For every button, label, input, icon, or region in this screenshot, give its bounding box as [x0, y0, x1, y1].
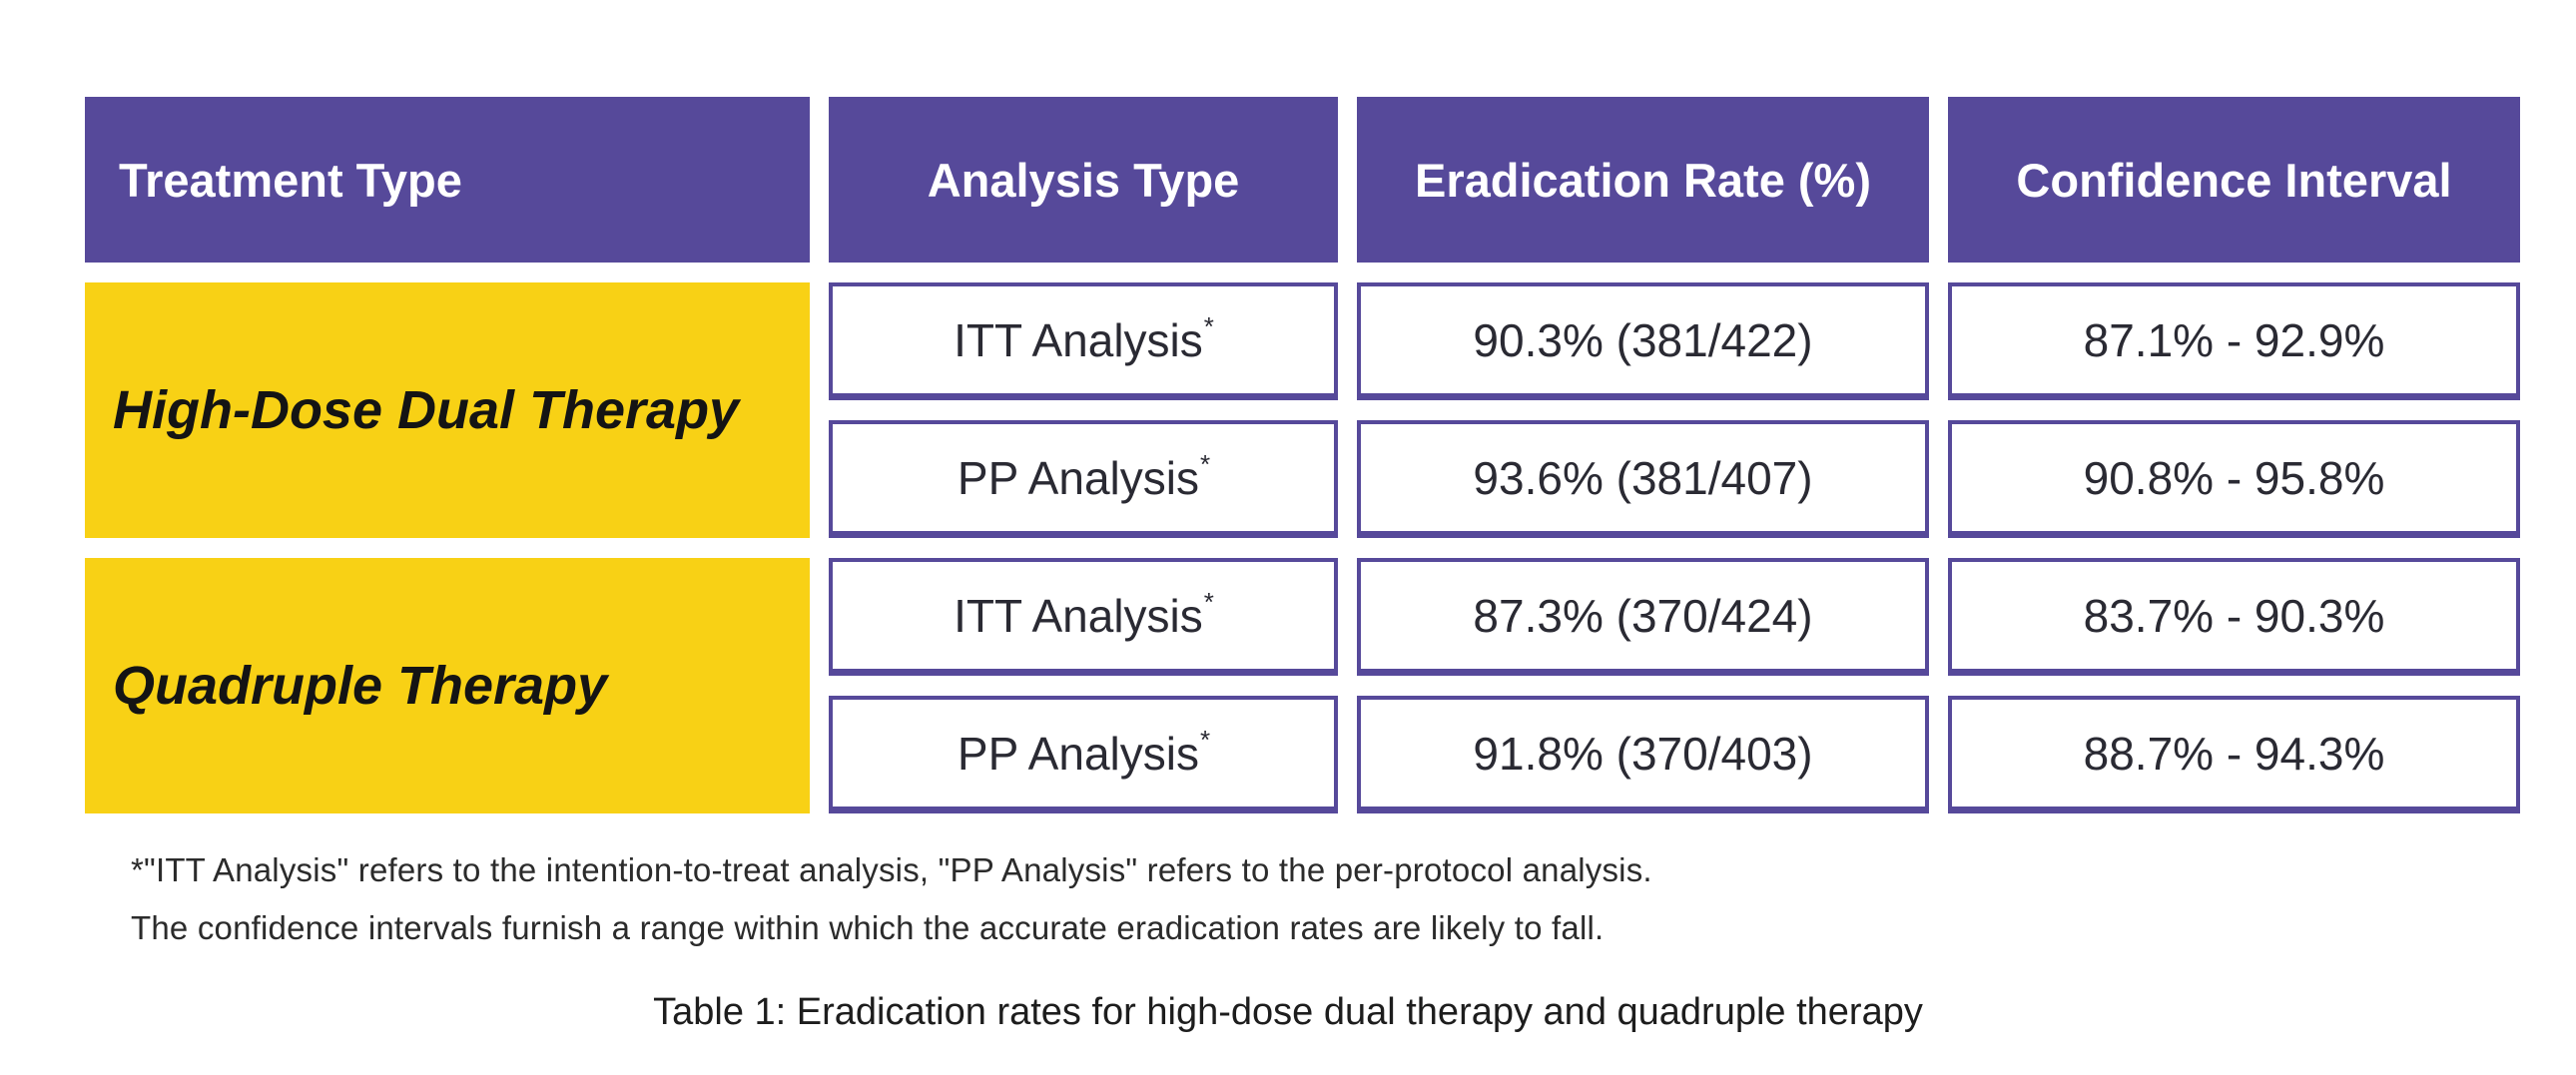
analysis-cell: ITT Analysis * [829, 558, 1338, 676]
header-eradication-rate: Eradication Rate (%) [1357, 97, 1929, 263]
treatment-cell-high-dose-dual-therapy: High-Dose Dual Therapy [85, 282, 810, 538]
header-analysis-type: Analysis Type [829, 97, 1338, 263]
rate-cell: 87.3% (370/424) [1357, 558, 1929, 676]
ci-cell: 87.1% - 92.9% [1948, 282, 2520, 400]
analysis-cell: PP Analysis * [829, 696, 1338, 813]
rate-cell: 93.6% (381/407) [1357, 420, 1929, 538]
rate-cell: 91.8% (370/403) [1357, 696, 1929, 813]
rate-cell: 90.3% (381/422) [1357, 282, 1929, 400]
eradication-rates-table: Treatment Type Analysis Type Eradication… [85, 97, 2520, 813]
analysis-label: ITT Analysis [954, 589, 1203, 642]
ci-cell: 90.8% - 95.8% [1948, 420, 2520, 538]
analysis-cell: PP Analysis * [829, 420, 1338, 538]
footnotes: *"ITT Analysis" refers to the intention-… [131, 841, 1652, 957]
analysis-label: ITT Analysis [954, 313, 1203, 366]
header-confidence-interval: Confidence Interval [1948, 97, 2520, 263]
analysis-label: PP Analysis [957, 727, 1199, 780]
table-caption: Table 1: Eradication rates for high-dose… [653, 991, 1923, 1033]
ci-cell: 83.7% - 90.3% [1948, 558, 2520, 676]
header-treatment-type: Treatment Type [85, 97, 810, 263]
footnote-line-2: The confidence intervals furnish a range… [131, 909, 1605, 946]
treatment-cell-quadruple-therapy: Quadruple Therapy [85, 558, 810, 813]
analysis-cell: ITT Analysis * [829, 282, 1338, 400]
ci-cell: 88.7% - 94.3% [1948, 696, 2520, 813]
footnote-line-1: *"ITT Analysis" refers to the intention-… [131, 851, 1652, 888]
analysis-label: PP Analysis [957, 451, 1199, 504]
